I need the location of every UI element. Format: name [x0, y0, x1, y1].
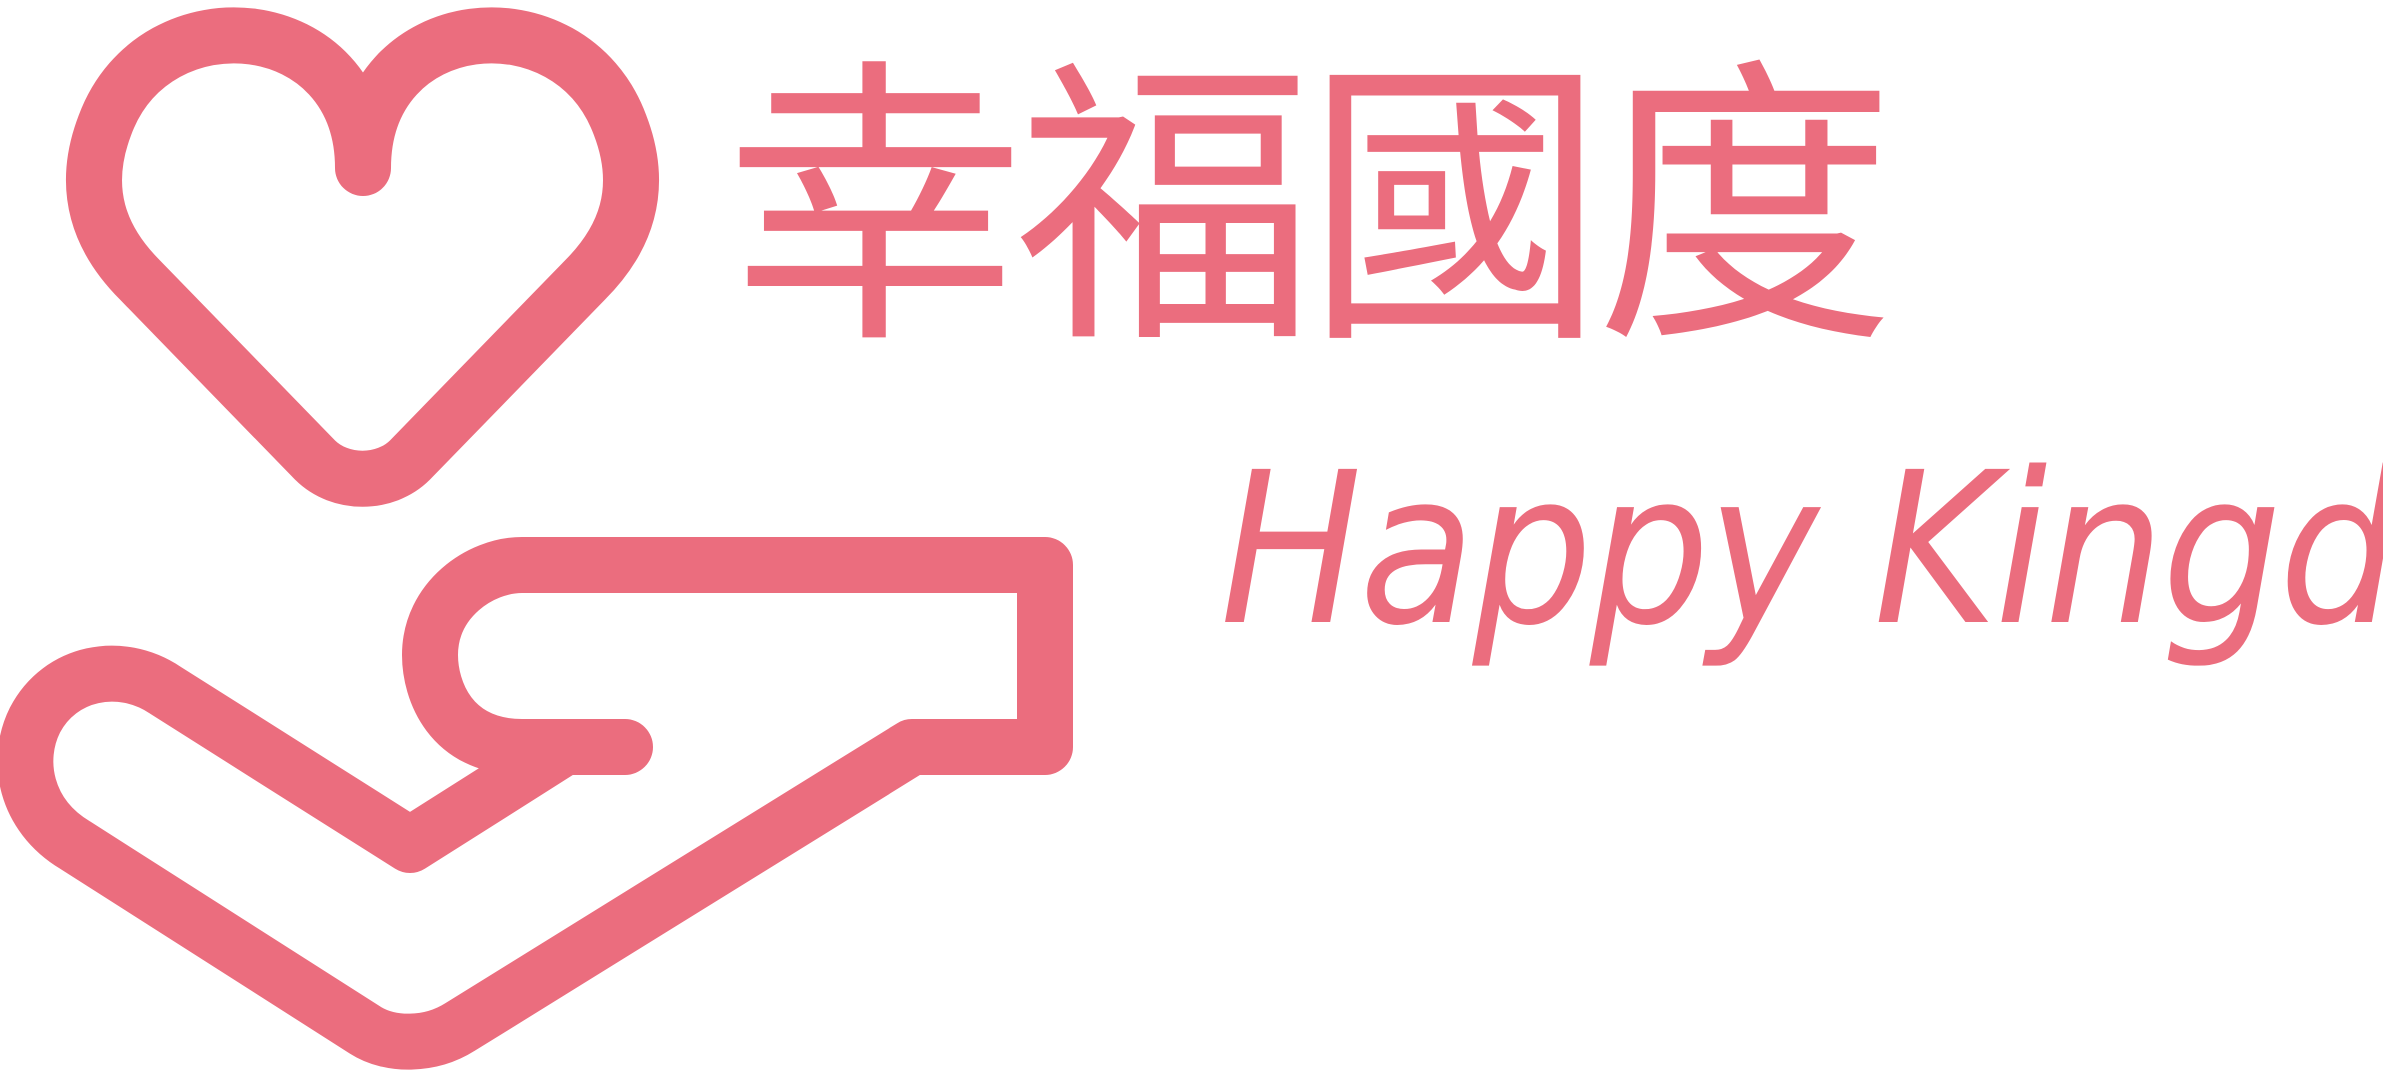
brand-name-chinese: 幸福國度 — [725, 35, 1895, 384]
heart-icon — [66, 7, 659, 507]
brand-name-english: Happy Kingdom — [1220, 427, 2383, 672]
hand-icon — [0, 537, 1073, 1070]
heart-hand-icon — [0, 7, 1073, 1070]
